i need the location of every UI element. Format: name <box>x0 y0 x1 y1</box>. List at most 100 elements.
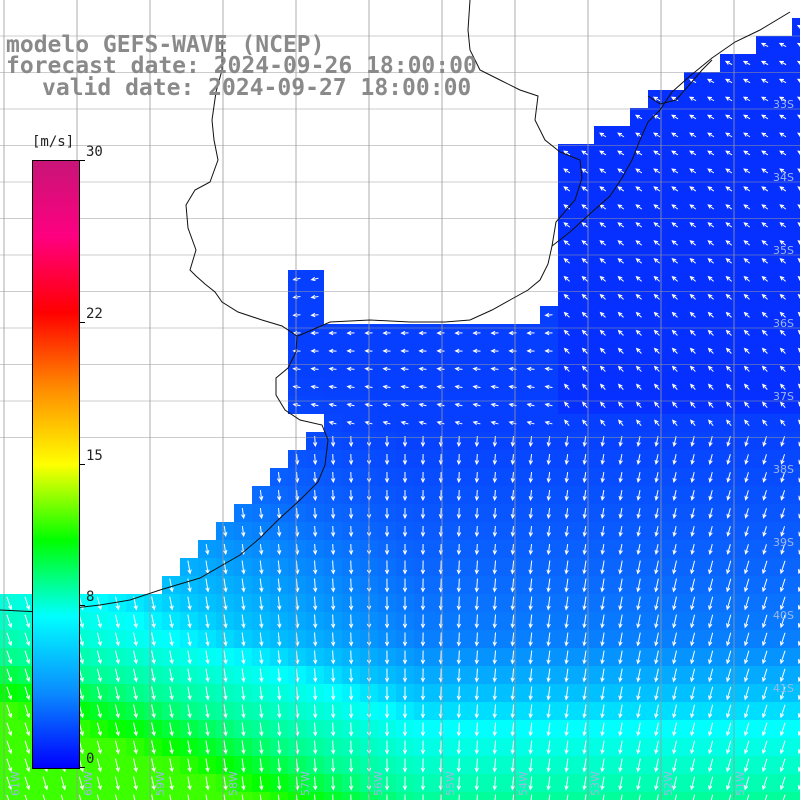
wind-arrow <box>689 114 697 120</box>
wind-arrow <box>779 293 786 300</box>
wind-arrow <box>744 596 750 611</box>
wind-arrow <box>474 489 480 502</box>
wind-speed-cell <box>792 666 800 684</box>
wind-arrow <box>636 740 641 755</box>
wind-arrow <box>618 776 623 791</box>
wind-arrow <box>636 704 641 719</box>
wind-arrow <box>546 453 551 466</box>
wind-arrow <box>671 383 678 390</box>
wind-arrow <box>582 419 588 427</box>
longitude-label: 60W <box>81 771 95 796</box>
wind-arrow <box>635 401 642 408</box>
wind-arrow <box>618 543 623 556</box>
wind-arrow <box>797 132 800 137</box>
wind-arrow <box>187 560 192 575</box>
wind-arrow <box>422 794 424 800</box>
wind-arrow <box>133 758 138 773</box>
wind-arrow <box>635 329 642 336</box>
latitude-label: 35S <box>773 244 794 257</box>
wind-arrow <box>259 596 264 611</box>
wind-arrow <box>384 489 390 502</box>
wind-arrow <box>313 578 318 593</box>
wind-arrow <box>330 471 336 484</box>
wind-arrow <box>761 650 768 665</box>
wind-arrow <box>96 650 102 665</box>
wind-arrow <box>671 204 679 210</box>
wind-arrow <box>492 704 497 719</box>
wind-arrow <box>456 650 462 665</box>
wind-arrow <box>241 632 246 647</box>
wind-arrow <box>690 758 696 773</box>
wind-arrow <box>707 132 715 138</box>
wind-arrow <box>277 632 282 647</box>
wind-arrow <box>635 240 643 246</box>
latitude-label: 38S <box>773 463 794 476</box>
wind-arrow <box>544 402 553 408</box>
wind-arrow <box>474 578 479 593</box>
wind-arrow <box>133 650 138 665</box>
wind-arrow <box>169 740 174 755</box>
wind-arrow <box>474 650 479 665</box>
wind-arrow <box>797 401 800 407</box>
wind-arrow <box>636 508 641 520</box>
wind-arrow <box>440 794 442 800</box>
wind-arrow <box>672 614 677 629</box>
wind-arrow <box>384 704 390 719</box>
longitude-label: 61W <box>9 771 22 796</box>
wind-arrow <box>728 794 732 800</box>
wind-arrow <box>708 614 714 629</box>
colorbar-tick-label: 30 <box>86 144 103 160</box>
wind-arrow <box>761 222 769 228</box>
longitude-label: 53W <box>589 771 602 796</box>
wind-arrow <box>744 632 750 647</box>
wind-arrow <box>564 578 569 593</box>
wind-arrow <box>566 794 569 800</box>
wind-arrow <box>671 293 678 300</box>
wind-arrow <box>420 489 426 502</box>
wind-arrow <box>653 401 660 408</box>
wind-arrow <box>779 383 786 390</box>
wind-arrow <box>600 525 605 538</box>
wind-arrow <box>761 596 768 611</box>
wind-arrow <box>581 347 588 354</box>
wind-arrow <box>672 776 677 791</box>
wind-arrow <box>114 722 120 737</box>
lagoon-outline <box>647 59 713 105</box>
wind-arrow <box>726 454 731 465</box>
wind-arrow <box>581 186 589 192</box>
wind-arrow <box>241 596 246 611</box>
wind-arrow <box>456 543 462 556</box>
wind-arrow <box>582 525 587 538</box>
wind-arrow <box>187 632 192 647</box>
wind-speed-cell <box>630 792 648 800</box>
wind-arrow <box>546 507 551 520</box>
wind-arrow <box>779 740 786 755</box>
wind-arrow <box>708 668 714 683</box>
wind-arrow <box>779 686 786 701</box>
wind-arrow <box>602 794 605 800</box>
wind-arrow <box>563 150 571 156</box>
wind-speed-cell <box>90 792 108 800</box>
wind-arrow <box>618 578 623 593</box>
wind-arrow <box>672 544 677 555</box>
wind-arrow <box>761 722 768 737</box>
wind-arrow <box>654 776 659 791</box>
wind-arrow <box>492 632 497 647</box>
wind-speed-cell <box>792 684 800 702</box>
wind-arrow <box>761 758 768 773</box>
wind-arrow <box>760 42 769 48</box>
wind-arrow <box>400 330 409 336</box>
wind-arrow <box>761 740 768 755</box>
wind-arrow <box>474 560 479 575</box>
wind-arrow <box>510 776 515 791</box>
wind-arrow <box>761 311 768 318</box>
wind-arrow <box>205 668 210 683</box>
wind-arrow <box>456 596 462 611</box>
wind-arrow <box>528 740 533 755</box>
wind-arrow <box>797 150 800 155</box>
wind-arrow <box>636 454 641 466</box>
wind-arrow <box>654 704 659 719</box>
wind-arrow <box>564 560 569 575</box>
wind-arrow <box>744 650 750 665</box>
wind-arrow <box>599 168 607 174</box>
